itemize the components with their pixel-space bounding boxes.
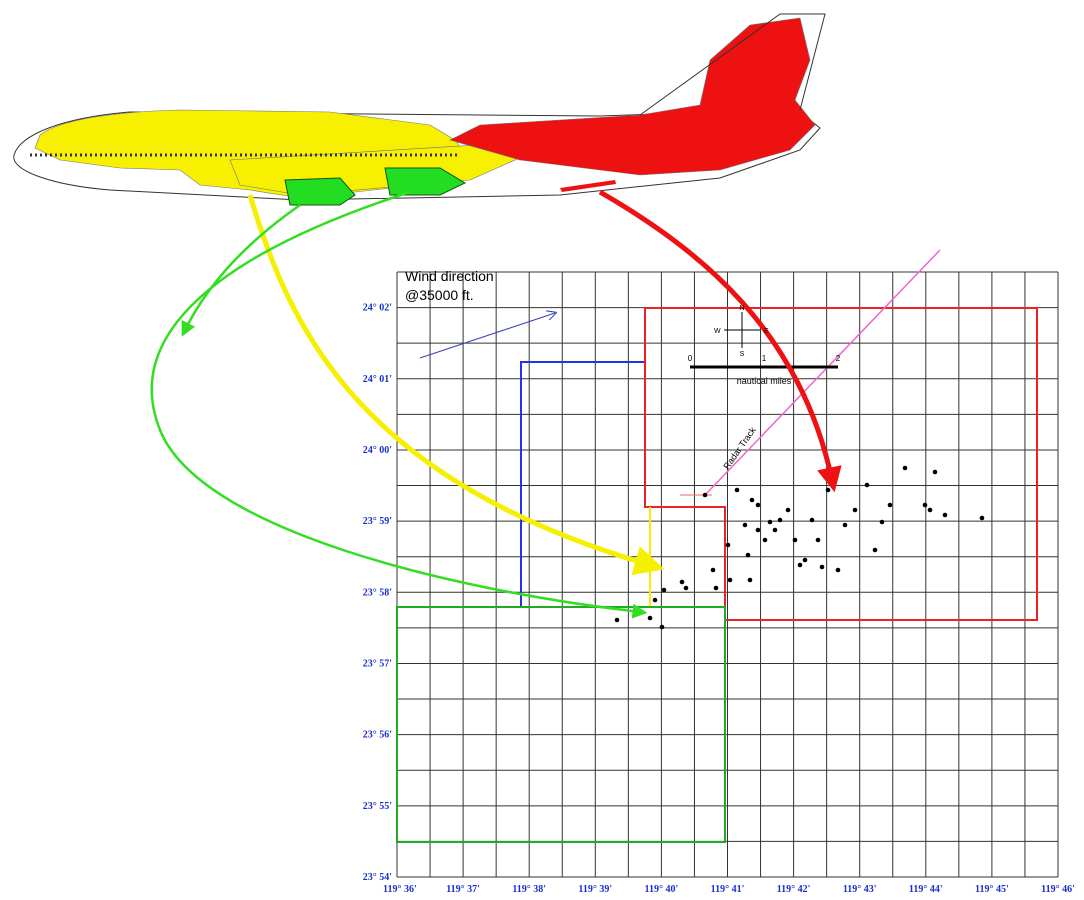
debris-dot [742, 522, 748, 528]
radar-label: Radar Track [721, 425, 758, 471]
debris-dot [702, 492, 708, 498]
debris-dot [747, 577, 753, 583]
lat-label: 23° 59' [363, 516, 392, 527]
debris-dot [734, 487, 740, 493]
debris-dot [713, 585, 719, 591]
debris-dot [825, 487, 831, 493]
lon-label: 119° 44' [909, 884, 943, 895]
debris-dot [762, 537, 768, 543]
lon-label: 119° 45' [975, 884, 1009, 895]
debris-dot [772, 527, 778, 533]
debris-dot [922, 502, 928, 508]
compass-s: S [740, 351, 745, 358]
lat-label: 24° 00' [363, 445, 392, 456]
lat-label: 23° 57' [363, 658, 392, 669]
debris-dot [777, 517, 783, 523]
map-grid [396, 271, 1059, 878]
lat-label: 23° 56' [363, 730, 392, 741]
green-arrow [181, 203, 301, 337]
scale-tick: 1 [762, 354, 767, 363]
airplane [13, 13, 826, 206]
yellow-arrow [247, 194, 665, 576]
compass-e: E [764, 328, 769, 335]
red-strip [560, 180, 616, 192]
lon-label: 119° 41' [711, 884, 745, 895]
debris-dot [683, 585, 689, 591]
debris-dot [902, 465, 908, 471]
debris-dot [679, 579, 685, 585]
red-section [449, 17, 816, 176]
debris-dot [809, 517, 815, 523]
debris-dot [745, 552, 751, 558]
debris-dot [802, 557, 808, 563]
debris-dot [727, 577, 733, 583]
debris-dot [749, 497, 755, 503]
wind-label: @35000 ft. [405, 287, 474, 303]
scale-title: nautical miles [737, 376, 792, 386]
lat-label: 23° 58' [363, 587, 392, 598]
debris-dot [879, 519, 885, 525]
lon-label: 119° 39' [578, 884, 612, 895]
debris-dot [942, 512, 948, 518]
red-region [644, 307, 1038, 621]
lon-label: 119° 37' [446, 884, 480, 895]
lon-label: 119° 40' [645, 884, 679, 895]
debris-dot [797, 562, 803, 568]
debris-dot [785, 507, 791, 513]
debris-dot [852, 507, 858, 513]
lat-label: 24° 02' [363, 303, 392, 314]
debris-dot [864, 482, 870, 488]
debris-dot [842, 522, 848, 528]
green-region [396, 606, 726, 843]
lat-label: 23° 54' [363, 872, 392, 883]
debris [614, 465, 985, 630]
red-arrow [598, 189, 842, 493]
scale-bar [690, 312, 838, 369]
debris-dot [755, 527, 761, 533]
debris-dot [815, 537, 821, 543]
lon-label: 119° 36' [383, 884, 417, 895]
debris-dot [927, 507, 933, 513]
compass-w: W [714, 328, 721, 335]
lon-label: 119° 38' [512, 884, 546, 895]
debris-dot [661, 587, 667, 593]
wind-label: Wind direction [405, 268, 494, 284]
debris-dot [979, 515, 985, 521]
debris-dot [932, 469, 938, 475]
engine [284, 177, 356, 206]
wind-arrow [419, 313, 555, 359]
debris-dot [872, 547, 878, 553]
debris-dot [887, 502, 893, 508]
debris-dot [659, 624, 665, 630]
debris-dot [647, 615, 653, 621]
debris-dot [792, 537, 798, 543]
radar-track [704, 249, 941, 496]
tail-outline [639, 13, 826, 116]
lon-label: 119° 46' [1041, 884, 1075, 895]
debris-dot [835, 567, 841, 573]
compass-n: N [739, 305, 744, 312]
debris-dot [725, 542, 731, 548]
lon-label: 119° 42' [777, 884, 811, 895]
blue-region [520, 361, 645, 607]
green-arrow [150, 190, 648, 619]
debris-dot [755, 502, 761, 508]
lat-label: 23° 55' [363, 801, 392, 812]
debris-dot [767, 519, 773, 525]
debris-dot [614, 617, 620, 623]
debris-dot [652, 597, 658, 603]
debris-dot [819, 564, 825, 570]
debris-dot [710, 567, 716, 573]
lon-label: 119° 43' [843, 884, 877, 895]
lat-label: 24° 01' [363, 374, 392, 385]
scale-tick: 2 [836, 354, 841, 363]
engine [384, 167, 467, 196]
scale-tick: 0 [688, 354, 693, 363]
